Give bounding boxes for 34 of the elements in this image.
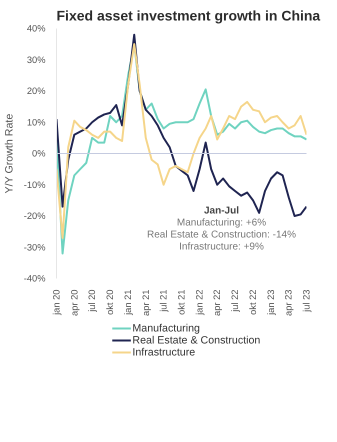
x-tick-label: apr 23: [284, 289, 294, 316]
legend-label: Real Estate & Construction: [132, 334, 260, 346]
y-axis-title: Y/Y Growth Rate: [4, 114, 16, 194]
x-tick-label: jan 22: [194, 289, 205, 316]
x-tick-label: apr 20: [69, 289, 80, 316]
x-tick-label: apr 22: [212, 289, 222, 316]
line-series: [56, 34, 306, 217]
x-tick-label: okt 22: [248, 289, 258, 315]
x-tick-label: okt 20: [105, 289, 116, 315]
x-tick-label: jan 23: [266, 289, 276, 316]
y-tick-label: 30%: [26, 54, 46, 65]
x-tick-label: jul 20: [87, 289, 98, 313]
x-tick-label: apr 21: [140, 289, 151, 316]
annotation: Jan-Jul: [204, 206, 240, 216]
y-tick-label: 0%: [32, 148, 46, 158]
y-tick-label: 20%: [26, 86, 46, 96]
y-tick-label: -30%: [24, 242, 46, 252]
x-tick-label: jan 21: [123, 289, 134, 316]
legend-label: Infrastructure: [132, 346, 196, 358]
x-tick-label: jan 20: [52, 289, 62, 316]
y-tick-label: -10%: [24, 180, 46, 190]
legend-label: Manufacturing: [132, 322, 200, 334]
x-tick-label: jul 22: [230, 289, 240, 313]
annotation: Real Estate & Construction: -14%: [147, 230, 296, 240]
y-tick-label: -40%: [24, 274, 46, 284]
y-tick-label: -20%: [24, 211, 46, 221]
x-tick-label: jul 23: [302, 289, 312, 313]
x-tick-label: jul 21: [158, 289, 169, 313]
x-tick-label: okt 21: [176, 289, 187, 315]
y-tick-label: 40%: [26, 24, 46, 34]
annotation: Manufacturing: +6%: [176, 218, 266, 228]
chart-title: Fixed asset investment growth in China: [56, 8, 320, 24]
annotation: Infrastructure: +9%: [179, 242, 264, 252]
y-tick-label: 10%: [26, 117, 46, 128]
